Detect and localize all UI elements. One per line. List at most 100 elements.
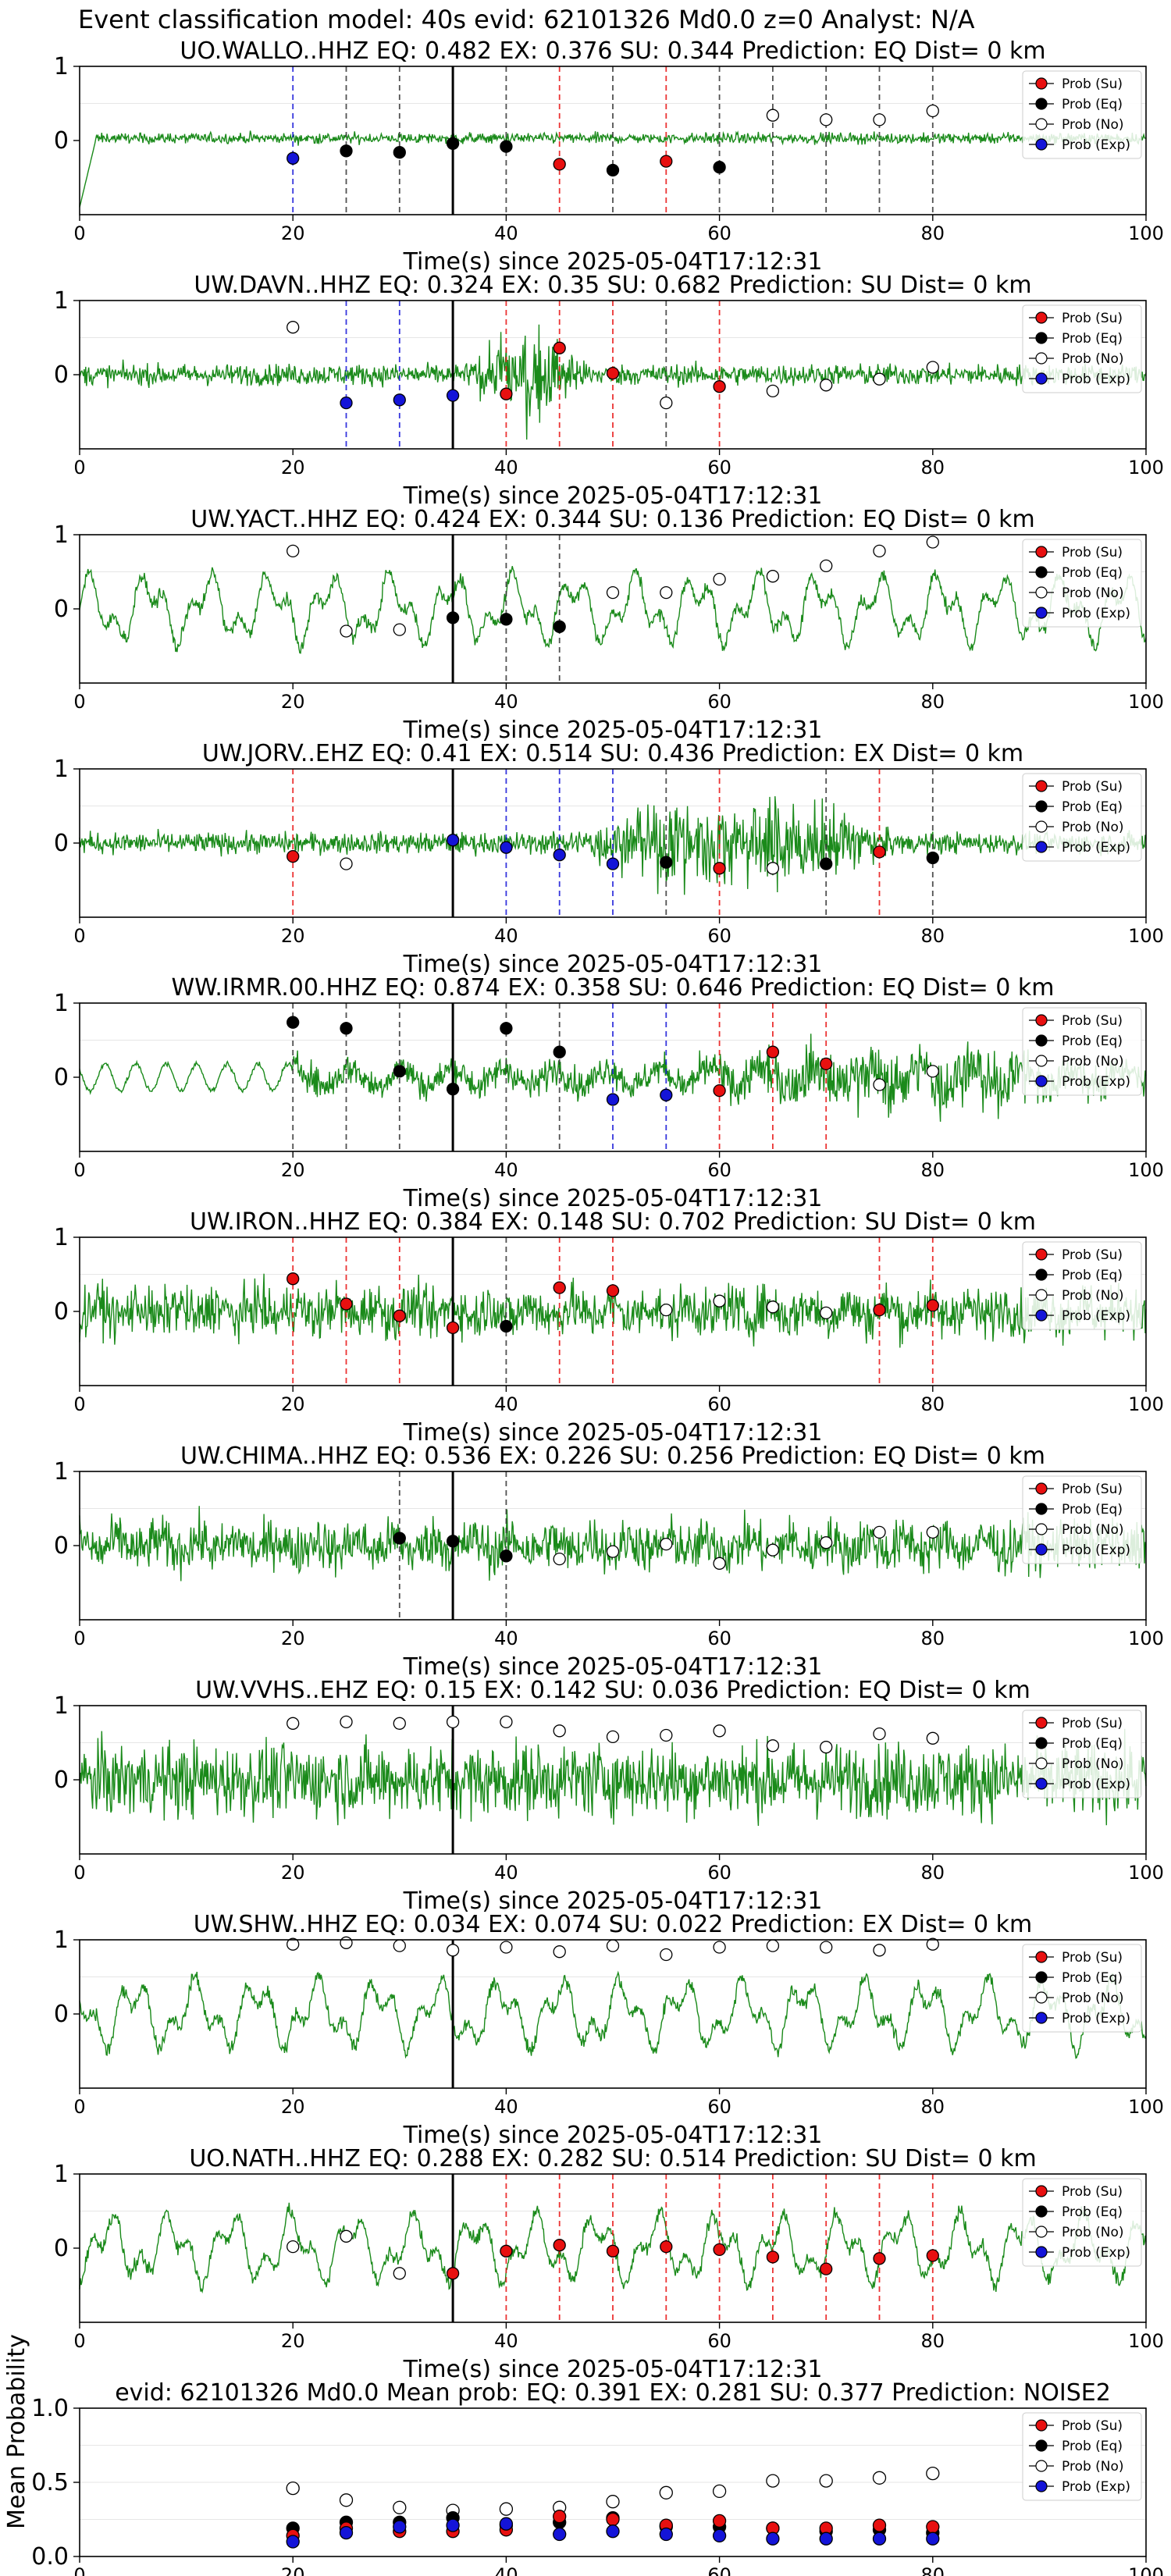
x-tick-label: 20 [281,2330,305,2352]
prob-point-no [606,1730,620,1744]
prob-point-no [553,1724,566,1738]
prob-point-eq [713,161,726,174]
legend-marker-su [1035,1951,1048,1963]
prob-point-su [713,380,726,393]
prob-point-no [446,1715,460,1729]
x-tick-label: 0 [73,1393,85,1415]
prob-point-no [660,1303,673,1317]
y-tick-label: 0 [54,1064,69,1091]
x-tick-label: 40 [494,2096,518,2118]
x-tick-label: 40 [494,1159,518,1181]
legend-marker-no [1035,586,1048,599]
mean-point-no [766,2474,780,2488]
mean-point-exp [553,2527,567,2542]
prob-point-no [926,535,939,549]
legend-marker-su [1035,77,1048,90]
x-axis-label: Time(s) since 2025-05-04T17:12:31 [403,248,823,276]
y-tick-label: 0.0 [31,2543,69,2571]
legend: Prob (Su) Prob (Eq) Prob (No) Prob (Exp) [1022,2412,1142,2501]
x-tick-label: 0 [73,222,85,244]
mean-point-no [499,2502,514,2516]
legend-label: Prob (No) [1062,585,1124,601]
legend: Prob (Su) Prob (Eq) Prob (No) Prob (Exp) [1022,1007,1142,1096]
x-tick-label: 60 [707,2330,731,2352]
y-tick-label: 1 [54,1224,69,1251]
prob-point-no [393,1717,406,1730]
x-tick-label: 60 [707,222,731,244]
prob-point-su [393,1309,406,1322]
prob-point-no [820,1536,833,1550]
legend-label: Prob (No) [1062,351,1124,367]
prob-point-su [606,366,620,380]
legend-label: Prob (Eq) [1062,2439,1123,2454]
legend-label: Prob (No) [1062,2225,1124,2240]
x-tick-label: 60 [707,1393,731,1415]
prob-point-su [926,1299,939,1312]
waveform-trace [79,1728,1147,1827]
x-axis-label: Time(s) since 2025-05-04T17:12:31 [403,1653,823,1681]
prob-point-exp [340,396,353,410]
legend-marker-su [1035,780,1048,792]
x-tick-label: 100 [1128,2330,1164,2352]
prob-point-su [553,158,566,171]
x-tick-label: 20 [281,457,305,479]
panel-title: evid: 62101326 Md0.0 Mean prob: EQ: 0.39… [115,2379,1111,2407]
legend-marker-exp [1035,372,1048,385]
x-tick-label: 0 [73,2096,85,2118]
legend-marker-eq [1035,332,1048,344]
panel-uw.shw..hhz: UW.SHW..HHZ EQ: 0.034 EX: 0.074 SU: 0.02… [54,1911,1164,2149]
legend-marker-no [1035,2226,1048,2238]
panel-uw.chima..hhz: UW.CHIMA..HHZ EQ: 0.536 EX: 0.226 SU: 0.… [54,1443,1164,1681]
legend-label: Prob (Exp) [1062,840,1130,856]
legend-label: Prob (Su) [1062,1247,1123,1263]
legend-box [1022,2412,1142,2501]
mean-point-no [872,2471,887,2485]
legend-label: Prob (Su) [1062,76,1123,92]
x-tick-label: 80 [921,925,945,947]
mean-point-no [286,2481,300,2496]
x-tick-label: 100 [1128,2564,1164,2576]
mean-point-no [339,2493,354,2507]
x-axis-label: Time(s) since 2025-05-04T17:12:31 [403,1419,823,1446]
prob-point-no [287,321,300,334]
prob-point-no [873,1727,886,1741]
x-axis-label: Time(s) since 2025-05-04T17:12:31 [403,1185,823,1212]
prob-point-su [873,845,886,859]
prob-point-eq [820,857,833,870]
legend-label: Prob (Exp) [1062,372,1130,387]
mean-point-su [553,2510,567,2524]
x-tick-label: 80 [921,1862,945,1884]
x-tick-label: 60 [707,925,731,947]
x-tick-label: 20 [281,1159,305,1181]
legend-label: Prob (Su) [1062,311,1123,326]
x-tick-label: 80 [921,2564,945,2576]
legend-marker-no [1035,1991,1048,2004]
legend-marker-su [1035,2185,1048,2197]
prob-point-no [287,1937,300,1951]
legend-label: Prob (Eq) [1062,1034,1123,1049]
prob-point-no [873,1078,886,1091]
x-tick-label: 20 [281,1862,305,1884]
prob-point-no [660,1537,673,1551]
legend-marker-exp [1035,2480,1048,2492]
legend-marker-eq [1035,1503,1048,1515]
y-tick-label: 0 [54,1532,69,1560]
prob-point-no [926,1065,939,1078]
legend-label: Prob (No) [1062,820,1124,835]
prob-point-no [713,1724,726,1738]
prob-point-su [820,1057,833,1071]
prob-point-no [820,1306,833,1320]
x-tick-label: 20 [281,925,305,947]
prob-point-no [820,1741,833,1754]
legend-marker-exp [1035,138,1048,151]
legend-label: Prob (Su) [1062,1482,1123,1497]
prob-point-eq [446,1535,460,1548]
prob-point-eq [500,1319,513,1333]
legend-box [1022,2178,1142,2267]
legend-marker-su [1035,546,1048,558]
panel-title: UW.CHIMA..HHZ EQ: 0.536 EX: 0.226 SU: 0.… [180,1443,1045,1470]
prob-point-exp [553,849,566,862]
x-tick-label: 40 [494,1393,518,1415]
legend-label: Prob (Su) [1062,1716,1123,1731]
x-tick-label: 100 [1128,457,1164,479]
